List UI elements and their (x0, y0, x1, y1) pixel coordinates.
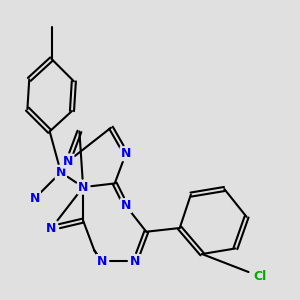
Text: N: N (46, 221, 57, 235)
Text: N: N (78, 181, 88, 194)
Text: N: N (63, 154, 74, 168)
Text: N: N (30, 192, 40, 205)
Text: N: N (130, 255, 140, 268)
Text: Cl: Cl (253, 270, 266, 283)
Text: N: N (121, 199, 131, 212)
Text: N: N (56, 166, 66, 179)
Text: N: N (121, 147, 131, 160)
Text: N: N (97, 255, 107, 268)
